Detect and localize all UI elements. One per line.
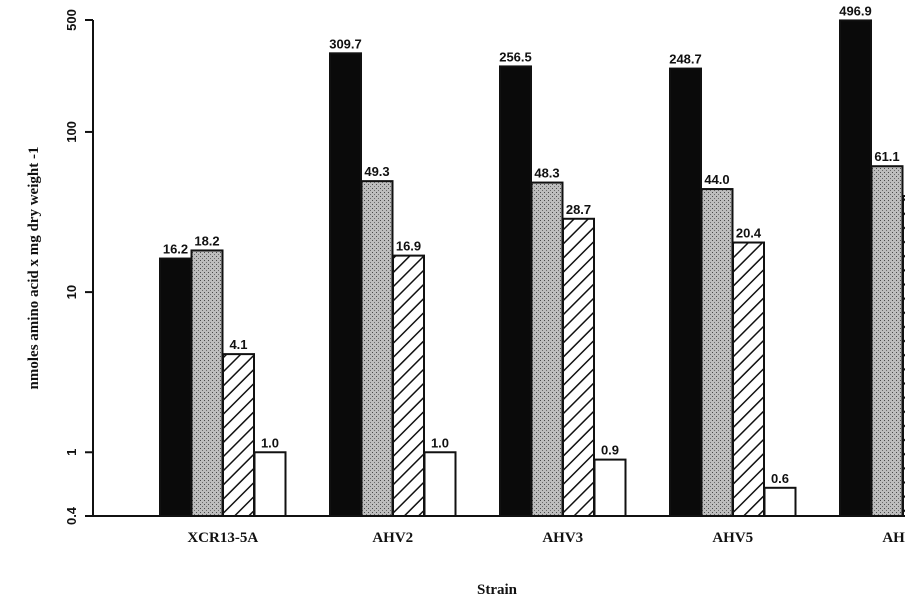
value-label: 44.0 bbox=[704, 172, 729, 187]
bar-ahv3-solid-black bbox=[499, 65, 532, 518]
bar-ahv5-diagonal-hatch bbox=[732, 241, 765, 517]
bar-ahv6-diagonal-hatch bbox=[902, 195, 905, 518]
y-tick-label: 100 bbox=[64, 121, 79, 143]
value-label: 28.7 bbox=[566, 202, 591, 217]
y-tick-label: 500 bbox=[64, 9, 79, 31]
y-axis-title: nmoles amino acid x mg dry weight -1 bbox=[26, 147, 42, 390]
bar-ahv3-diagonal-hatch bbox=[562, 217, 595, 518]
bar-ahv5-dotted-gray bbox=[700, 188, 734, 518]
bar-ahv2-white bbox=[423, 451, 457, 518]
category-label: AHV2 bbox=[372, 530, 413, 546]
value-label: 248.7 bbox=[669, 52, 702, 67]
value-label: 49.3 bbox=[364, 164, 389, 179]
y-tick-label: 1 bbox=[64, 449, 79, 456]
bar-ahv2-dotted-gray bbox=[360, 180, 394, 517]
bar-ahv6-solid-black bbox=[839, 19, 872, 518]
value-label: 16.9 bbox=[396, 239, 421, 254]
bar-ahv5-solid-black bbox=[669, 67, 702, 517]
value-label: 256.5 bbox=[499, 49, 532, 64]
value-label: 20.4 bbox=[736, 226, 762, 241]
bar-xcr13-5a-diagonal-hatch bbox=[222, 353, 255, 517]
bar-xcr13-5a-dotted-gray bbox=[190, 249, 224, 517]
value-label: 496.9 bbox=[839, 3, 872, 18]
value-label: 18.2 bbox=[194, 233, 219, 248]
value-label: 16.2 bbox=[163, 242, 188, 257]
category-label: AHV6 bbox=[882, 530, 905, 546]
bar-ahv6-dotted-gray bbox=[870, 165, 904, 517]
value-label: 48.3 bbox=[534, 166, 559, 181]
bar-ahv2-diagonal-hatch bbox=[392, 254, 425, 517]
bars bbox=[159, 19, 905, 518]
value-label: 4.1 bbox=[229, 337, 247, 352]
bar-xcr13-5a-white bbox=[253, 451, 287, 518]
y-tick-label: 0.4 bbox=[64, 506, 79, 525]
x-axis-title: Strain bbox=[477, 582, 518, 598]
bar-ahv2-solid-black bbox=[329, 52, 362, 518]
y-tick-label: 10 bbox=[64, 285, 79, 299]
bar-ahv3-dotted-gray bbox=[530, 181, 564, 517]
category-label: AHV3 bbox=[542, 530, 583, 546]
value-label: 309.7 bbox=[329, 36, 362, 51]
value-label: 1.0 bbox=[431, 435, 449, 450]
value-label: 0.6 bbox=[771, 471, 789, 486]
category-label: AHV5 bbox=[712, 530, 753, 546]
bar-xcr13-5a-solid-black bbox=[159, 257, 192, 517]
value-label: 1.0 bbox=[261, 435, 279, 450]
value-label: 0.9 bbox=[601, 443, 619, 458]
labels: 16.2 18.2 4.1 1.0 XCR13-5A 309.7 49.3 16.9 1.0 AH… bbox=[163, 3, 905, 546]
value-label: 61.1 bbox=[874, 149, 899, 164]
bar-ahv5-white bbox=[763, 486, 797, 517]
category-label: XCR13-5A bbox=[187, 530, 258, 546]
bar-ahv3-white bbox=[593, 458, 627, 517]
